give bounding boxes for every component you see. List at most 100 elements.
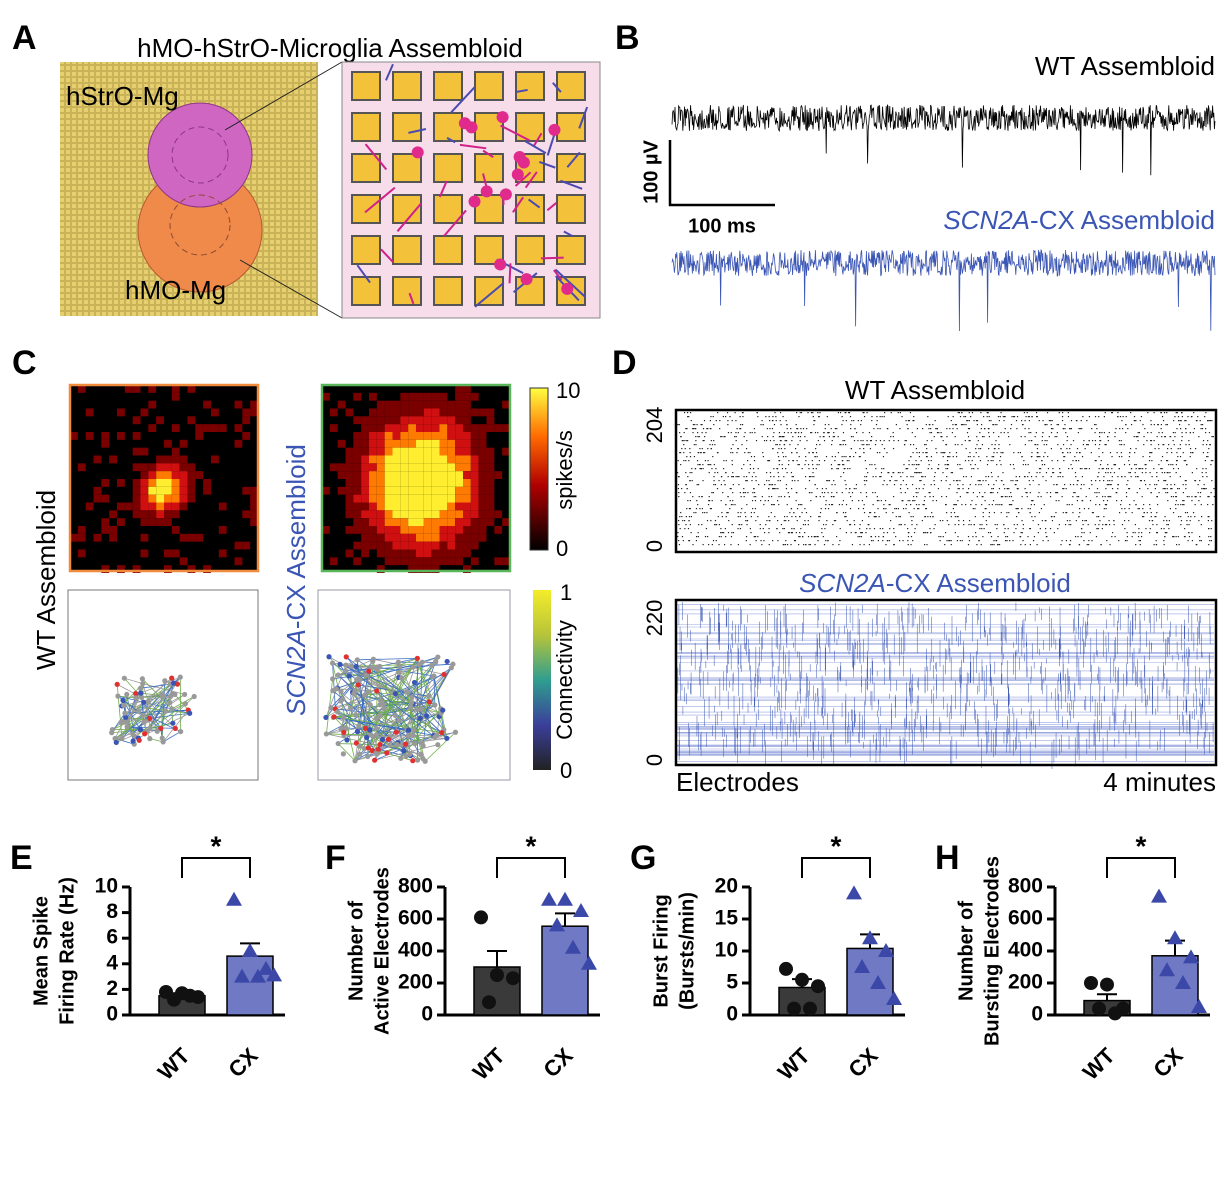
spike — [944, 504, 947, 506]
heat-cell — [329, 463, 338, 472]
spike — [809, 544, 811, 546]
spike — [708, 496, 710, 498]
spike — [777, 452, 779, 454]
spike — [845, 484, 847, 486]
spike — [976, 444, 978, 446]
spike — [1091, 512, 1094, 514]
spike — [1048, 436, 1050, 438]
spike — [693, 512, 695, 514]
spike — [705, 528, 708, 530]
heat-cell — [345, 486, 354, 495]
node — [169, 675, 175, 681]
spike — [944, 464, 946, 466]
spike — [1109, 524, 1111, 526]
spike — [905, 420, 907, 422]
spike — [722, 416, 724, 418]
spike — [946, 456, 949, 458]
spike — [831, 468, 833, 470]
spike — [1051, 420, 1053, 422]
heat-cell — [353, 557, 362, 566]
spike — [1044, 452, 1046, 454]
heat-cell — [400, 471, 409, 479]
spike — [1026, 496, 1028, 498]
spike — [1126, 536, 1129, 538]
spike — [1107, 484, 1109, 486]
spike — [834, 460, 836, 462]
spike — [794, 480, 796, 482]
heat-cell — [494, 557, 503, 566]
spike — [865, 480, 867, 482]
heat-cell — [234, 541, 243, 550]
spike — [827, 540, 829, 542]
spike — [883, 532, 885, 534]
spike — [750, 456, 753, 458]
spike — [974, 516, 976, 518]
spike — [715, 524, 718, 526]
heat-cell — [337, 439, 346, 448]
data-point — [266, 967, 282, 982]
spike — [781, 464, 783, 466]
spike — [1111, 476, 1113, 478]
spike — [892, 448, 895, 450]
node — [160, 739, 166, 745]
spike — [1037, 452, 1039, 454]
spike — [1045, 480, 1047, 482]
spike — [1142, 424, 1144, 426]
spike — [900, 476, 902, 478]
spike — [796, 428, 798, 430]
heat-cell — [486, 455, 495, 464]
spike — [1133, 436, 1135, 438]
spike — [884, 412, 886, 414]
spike — [753, 428, 755, 430]
spike — [1184, 512, 1187, 514]
spike — [1173, 444, 1175, 446]
spike — [1101, 468, 1103, 470]
spike — [957, 516, 959, 518]
spike — [783, 516, 786, 518]
spike — [880, 500, 882, 502]
spike — [970, 476, 973, 478]
spike — [1055, 492, 1057, 494]
heat-cell — [478, 486, 487, 495]
spike — [707, 464, 709, 466]
label: -CX Assembloid — [281, 444, 311, 629]
spike — [796, 460, 798, 462]
spike — [718, 536, 720, 538]
spike — [714, 484, 717, 486]
heat-cell — [384, 471, 393, 479]
spike — [992, 460, 994, 462]
spike — [1051, 520, 1054, 522]
spike — [1067, 416, 1070, 418]
data-point — [506, 971, 520, 986]
spike — [971, 460, 973, 462]
spike — [767, 436, 769, 438]
spike — [1158, 448, 1160, 450]
spike — [870, 440, 872, 442]
spike — [839, 412, 842, 414]
spike — [1022, 464, 1024, 466]
spike — [950, 516, 952, 518]
data-point — [846, 885, 862, 900]
spike — [842, 432, 845, 434]
spike — [797, 480, 799, 482]
spike — [866, 476, 868, 478]
spike — [924, 496, 926, 498]
spike — [741, 468, 743, 470]
heat-cell — [494, 510, 503, 519]
spike — [697, 432, 699, 434]
spike — [1151, 452, 1153, 454]
spike — [1003, 432, 1005, 434]
node — [120, 697, 126, 703]
heat-cell — [132, 510, 141, 519]
edge — [433, 675, 445, 730]
spike — [1177, 504, 1179, 506]
spike — [1138, 432, 1141, 434]
spike — [1167, 472, 1169, 474]
node — [364, 734, 370, 741]
spike — [772, 504, 774, 506]
spike — [855, 484, 858, 486]
label: hStrO-Mg — [66, 81, 179, 111]
electrode — [433, 194, 463, 224]
node — [361, 745, 367, 752]
node — [337, 661, 343, 667]
